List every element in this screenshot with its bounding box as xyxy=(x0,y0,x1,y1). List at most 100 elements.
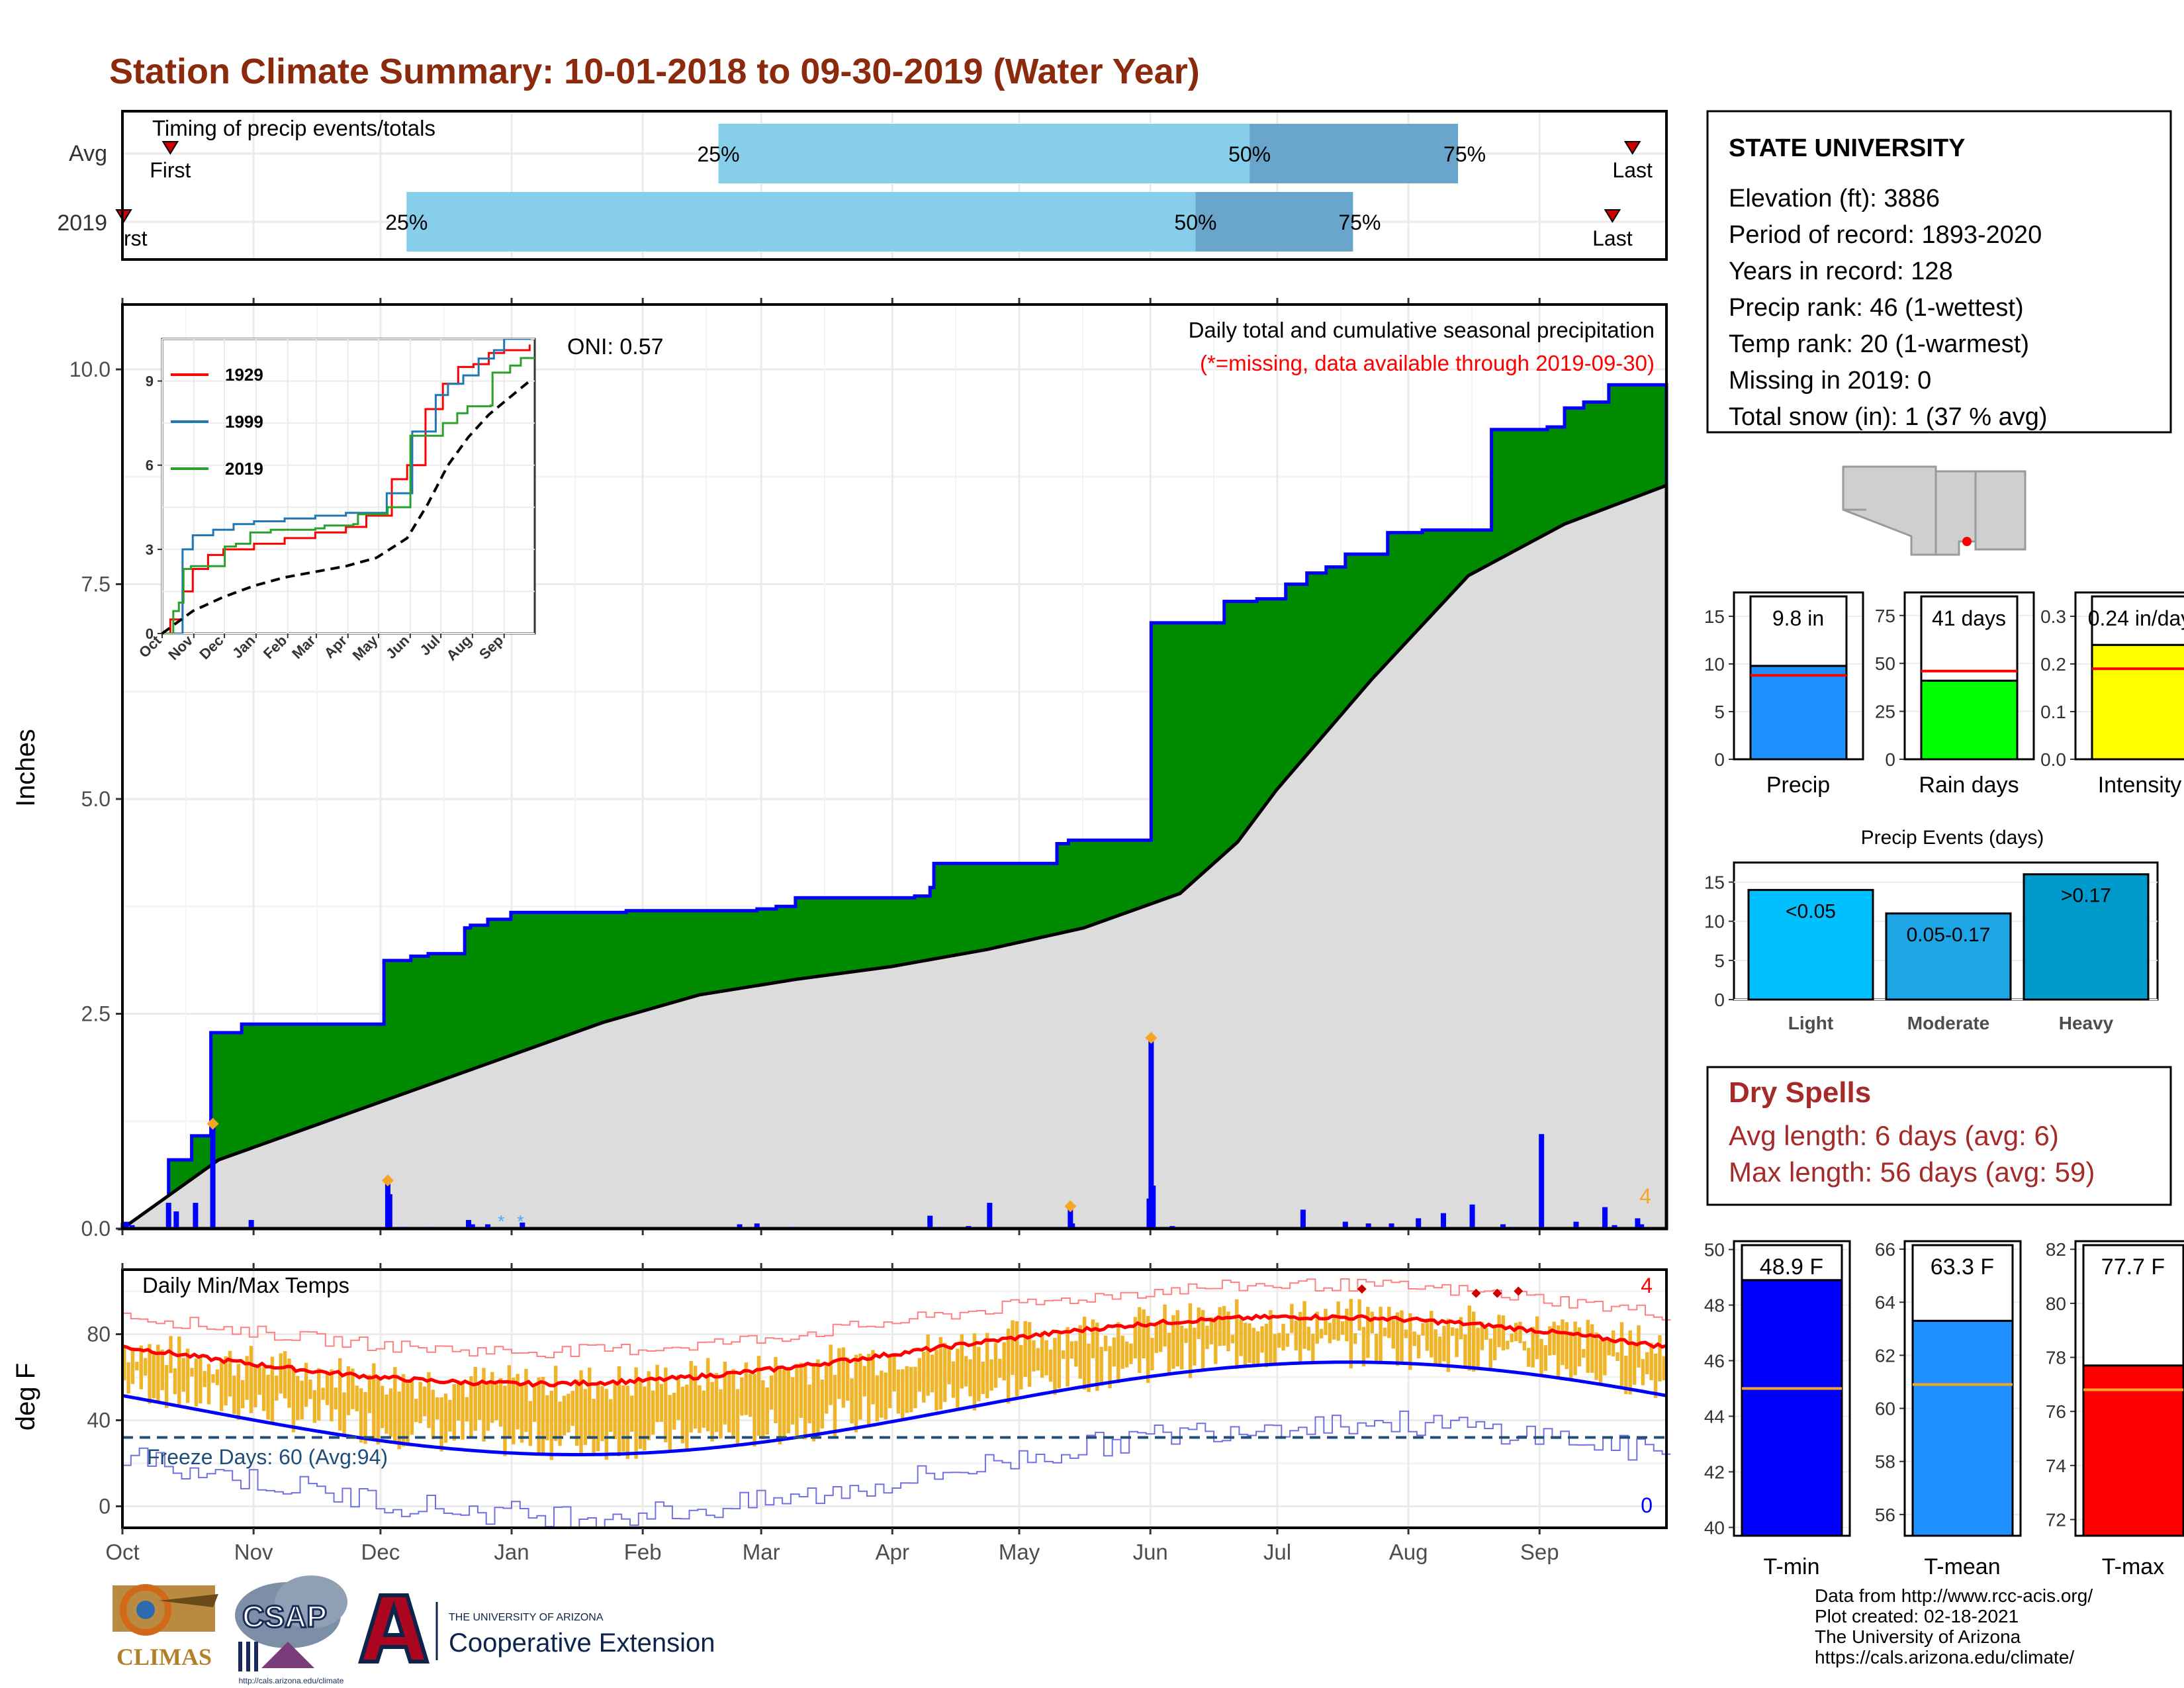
timing-first-marker xyxy=(161,141,179,155)
daily-temp-bar xyxy=(422,1386,427,1417)
daily-temp-bar xyxy=(905,1366,909,1413)
precip-events-title: Precip Events (days) xyxy=(1861,827,2044,849)
temp-summary-name: T-max xyxy=(2102,1554,2164,1579)
daily-temp-bar xyxy=(1036,1348,1040,1371)
daily-temp-bar xyxy=(613,1383,617,1440)
daily-temp-bar xyxy=(1506,1340,1510,1350)
daily-temp-bar xyxy=(693,1366,698,1429)
temp-ytick-label: 40 xyxy=(87,1409,111,1432)
daily-temp-bar xyxy=(1201,1309,1205,1369)
daily-temp-bar xyxy=(1150,1338,1154,1371)
temp-ytick-label: 0 xyxy=(99,1495,111,1519)
daily-temp-bar xyxy=(1011,1320,1015,1376)
inset-series-1929 xyxy=(162,344,531,633)
daily-temp-bar xyxy=(185,1348,190,1403)
daily-temp-bar xyxy=(600,1386,604,1442)
temp-summary-ytick-label: 40 xyxy=(1704,1517,1725,1538)
record-max-line xyxy=(122,1278,1671,1358)
record-high-marker xyxy=(1514,1286,1524,1296)
events-bar xyxy=(1747,888,1874,1001)
daily-temp-bar xyxy=(668,1395,672,1450)
daily-temp-bar xyxy=(452,1383,456,1441)
inset-legend-label: 1929 xyxy=(225,365,263,385)
daily-temp-bar xyxy=(972,1333,977,1411)
daily-temp-bar xyxy=(304,1362,308,1407)
summary-ytick-label: 15 xyxy=(1704,606,1725,627)
daily-temp-bar xyxy=(1273,1334,1277,1365)
daily-temp-bar xyxy=(1366,1307,1370,1358)
temp-summary-ytick-label: 56 xyxy=(1875,1505,1895,1525)
daily-temp-bar xyxy=(765,1387,769,1435)
daily-temp-bar xyxy=(173,1368,177,1395)
daily-temp-bar xyxy=(1002,1342,1006,1381)
daily-temp-bar xyxy=(579,1370,583,1454)
timing-last-label: Last xyxy=(1592,226,1633,250)
temp-summary-bar xyxy=(1911,1319,2014,1537)
daily-temp-bar xyxy=(638,1379,643,1449)
daily-temp-bar xyxy=(257,1367,261,1395)
daily-temp-bar xyxy=(1311,1333,1315,1365)
daily-temp-bar xyxy=(283,1351,287,1399)
summary-ytick-label: 0 xyxy=(1885,749,1895,770)
timing-last-marker xyxy=(1623,141,1641,155)
timing-label-75: 75% xyxy=(1443,142,1486,166)
daily-temp-bar xyxy=(249,1346,253,1413)
daily-temp-bar xyxy=(643,1386,647,1451)
daily-temp-bar xyxy=(1053,1338,1057,1395)
daily-temp-bar xyxy=(240,1380,245,1409)
daily-temp-bar xyxy=(1480,1321,1484,1350)
daily-temp-bar xyxy=(1171,1315,1175,1369)
events-ytick-label: 15 xyxy=(1704,872,1725,893)
daily-temp-bar xyxy=(884,1372,887,1420)
daily-temp-bar xyxy=(723,1362,727,1425)
daily-temp-bar xyxy=(435,1397,439,1420)
station-info-line: Elevation (ft): 3886 xyxy=(1729,185,1940,212)
summary-bar-charts: 0 5 10 15 9.8 in Precip 0 25 50 75 41 days Rain day… xyxy=(1704,591,2184,798)
summary-ytick-label: 0 xyxy=(1714,749,1725,770)
daily-temp-bar xyxy=(1408,1313,1412,1370)
summary-bar-name: Precip xyxy=(1766,773,1830,798)
inset-ytick-label: 0 xyxy=(146,626,154,642)
temp-summary-ytick-label: 76 xyxy=(2046,1401,2066,1422)
daily-temp-bar xyxy=(275,1375,279,1401)
daily-temp-bar xyxy=(351,1368,355,1409)
heavy-event-marker xyxy=(381,1174,394,1187)
daily-temp-bar xyxy=(1285,1333,1290,1347)
daily-temp-bar xyxy=(871,1350,875,1405)
timing-first-label: First xyxy=(150,158,191,182)
daily-temp-bar xyxy=(1193,1327,1197,1366)
summary-panel-border xyxy=(2074,591,2184,761)
daily-temp-bar xyxy=(1120,1335,1124,1369)
daily-temp-bar xyxy=(706,1358,710,1432)
daily-temp-bar xyxy=(1619,1322,1624,1387)
daily-temp-bar xyxy=(811,1366,816,1442)
climas-logo-text: CLIMAS xyxy=(116,1644,212,1670)
record-high-marker xyxy=(1492,1288,1502,1298)
daily-temp-bar xyxy=(206,1364,211,1405)
daily-temp-bar xyxy=(714,1373,719,1432)
daily-temp-bar xyxy=(1074,1340,1078,1367)
timing-bar-50-75 xyxy=(1195,192,1353,252)
daily-temp-bar xyxy=(317,1368,321,1421)
daily-precip-bar xyxy=(1500,1224,1506,1229)
daily-temp-bar xyxy=(427,1372,431,1429)
daily-temp-bar xyxy=(1226,1311,1230,1352)
daily-temp-bar xyxy=(1230,1335,1235,1344)
timing-panel: 25% 50% 75% First Last 25% 50% 75% rst Last Timin… xyxy=(57,110,1668,261)
temp-summary-ytick-label: 60 xyxy=(1875,1399,1895,1419)
inset-average-line xyxy=(161,380,531,635)
month-label: Dec xyxy=(361,1540,400,1564)
daily-temp-bar xyxy=(1214,1317,1218,1364)
daily-temp-bar xyxy=(1057,1332,1062,1389)
daily-precip-bar xyxy=(1150,1186,1156,1229)
daily-temp-bar xyxy=(1451,1327,1455,1336)
daily-temp-bar xyxy=(406,1383,410,1446)
daily-temp-bar xyxy=(1492,1325,1497,1360)
climas-logo: CLIMAS xyxy=(113,1584,218,1670)
daily-temp-bar xyxy=(346,1366,351,1415)
daily-temp-bar xyxy=(1340,1321,1345,1335)
daily-temp-bar xyxy=(981,1361,985,1394)
daily-temp-bar xyxy=(1095,1323,1099,1391)
